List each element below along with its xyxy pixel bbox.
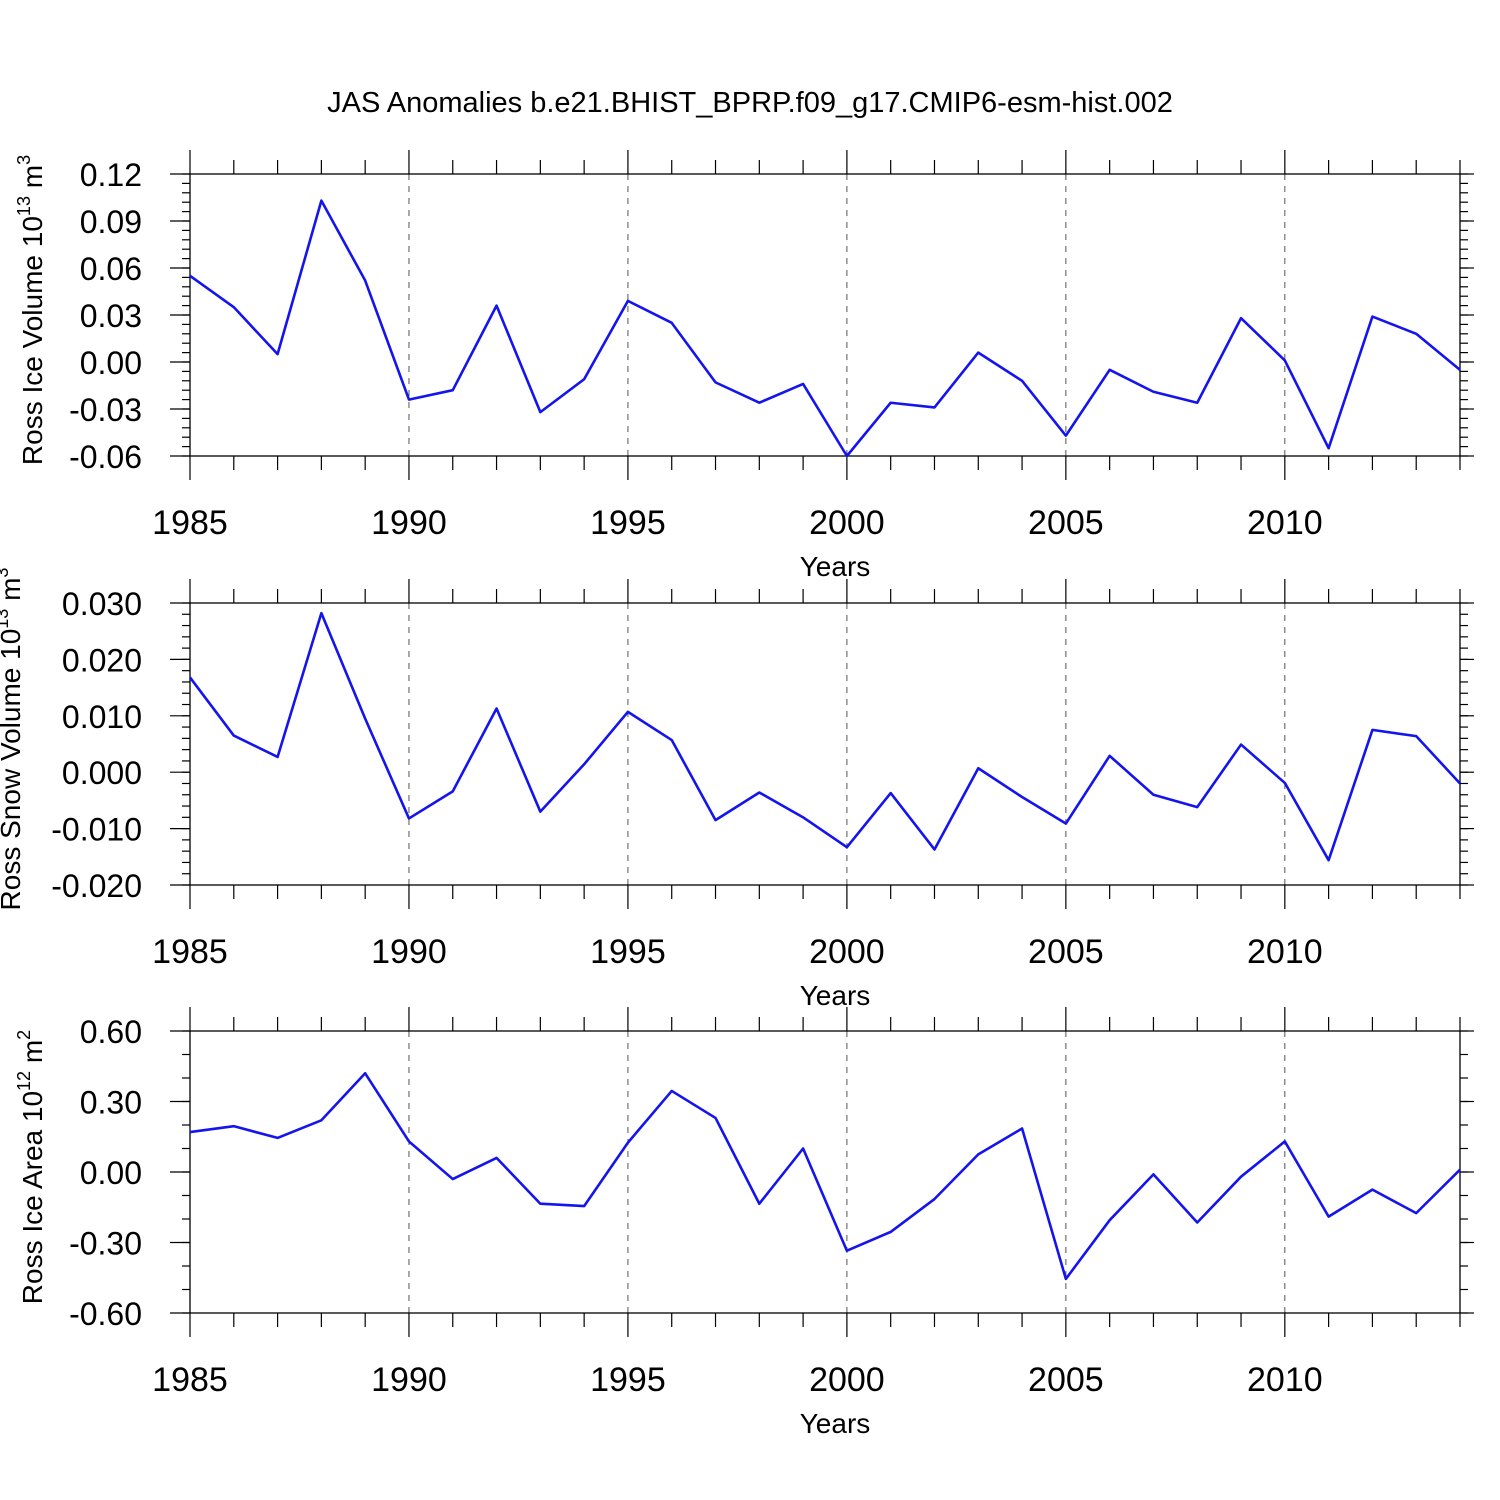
y-tick-label: 0.03 (80, 298, 142, 334)
x-tick-label: 1995 (590, 933, 666, 971)
plot-frame (189, 173, 1461, 457)
x-tick-label: 2010 (1247, 1361, 1323, 1399)
y-tick-label: -0.30 (69, 1226, 142, 1262)
x-axis-label: Years (800, 551, 871, 582)
x-tick-label: 1985 (152, 504, 228, 542)
x-tick-label: 2000 (809, 933, 885, 971)
series-line (189, 199, 1461, 458)
figure-title: JAS Anomalies b.e21.BHIST_BPRP.f09_g17.C… (327, 87, 1173, 119)
y-tick-label: 0.010 (62, 699, 142, 735)
series-line (189, 1072, 1461, 1281)
x-tick-label: 2010 (1247, 504, 1323, 542)
x-tick-label: 1995 (590, 1361, 666, 1399)
y-tick-label: 0.000 (62, 755, 142, 791)
y-tick-label: -0.06 (69, 439, 142, 475)
y-tick-label: 0.06 (80, 251, 142, 287)
y-tick-label: 0.00 (80, 1155, 142, 1191)
y-tick-label: -0.03 (69, 392, 142, 428)
y-axis-label: Ross Snow Volume 1013 m3 (0, 568, 26, 911)
y-tick-label: 0.00 (80, 345, 142, 381)
y-tick-label: -0.020 (51, 868, 142, 904)
y-tick-label: 0.60 (80, 1014, 142, 1050)
y-tick-label: -0.60 (69, 1296, 142, 1332)
y-tick-label: 0.020 (62, 642, 142, 678)
x-tick-label: 2005 (1028, 933, 1104, 971)
panel-3: -0.60 -0.30 0.00 0.30 0.60 1985 1990 1995 2000 20… (14, 1007, 1474, 1439)
panel-1: -0.06 -0.03 0.00 0.03 0.06 0.09 0.12 1985 1990 19… (14, 150, 1474, 582)
x-tick-label: 2000 (809, 1361, 885, 1399)
y-tick-label: 0.030 (62, 586, 142, 622)
x-tick-label: 1985 (152, 933, 228, 971)
x-tick-label: 2010 (1247, 933, 1323, 971)
x-tick-label: 2000 (809, 504, 885, 542)
panel-2: -0.020 -0.010 0.000 0.010 0.020 0.030 1985 1990… (0, 568, 1474, 1011)
y-tick-label: 0.09 (80, 204, 142, 240)
x-tick-label: 1990 (371, 1361, 447, 1399)
series-line (188, 611, 1461, 862)
y-tick-label: 0.30 (80, 1085, 142, 1121)
x-tick-label: 1995 (590, 504, 666, 542)
x-tick-label: 1990 (371, 933, 447, 971)
x-tick-label: 2005 (1028, 504, 1104, 542)
x-tick-label: 2005 (1028, 1361, 1104, 1399)
x-axis-label: Years (800, 980, 871, 1011)
y-axis-label: Ross Ice Volume 1013 m3 (14, 155, 48, 465)
y-tick-label: -0.010 (51, 812, 142, 848)
x-tick-label: 1985 (152, 1361, 228, 1399)
y-tick-label: 0.12 (80, 157, 142, 193)
y-axis-label: Ross Ice Area 1012 m2 (14, 1030, 48, 1304)
panels: -0.06 -0.03 0.00 0.03 0.06 0.09 0.12 1985 1990 19… (0, 150, 1474, 1439)
x-axis-label: Years (800, 1408, 871, 1439)
plot-frame (189, 602, 1461, 886)
x-tick-label: 1990 (371, 504, 447, 542)
plot-frame (189, 1030, 1461, 1314)
